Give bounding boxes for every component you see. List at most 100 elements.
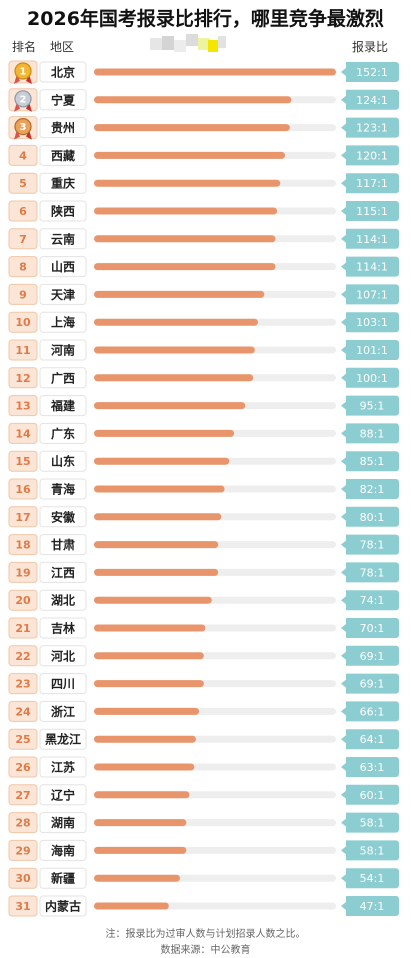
rank-badge xyxy=(8,228,38,250)
chart-row: 4 西藏 120:1 xyxy=(8,144,399,166)
region-label: 上海 xyxy=(51,315,75,330)
value-label: 58:1 xyxy=(360,844,385,857)
value-label-box xyxy=(341,812,399,833)
rank-badge xyxy=(8,172,38,194)
rank-badge xyxy=(8,256,38,278)
rank-number: 31 xyxy=(15,900,30,913)
chart-row: 25 黑龙江 64:1 xyxy=(8,728,399,750)
region-label: 福建 xyxy=(50,398,76,413)
value-label: 54:1 xyxy=(360,872,385,885)
rank-badge xyxy=(8,867,38,889)
region-column-header: 地区 xyxy=(50,40,75,54)
region-label: 甘肃 xyxy=(51,537,75,552)
rank-number: 14 xyxy=(15,427,31,440)
region-label-box xyxy=(39,617,87,639)
region-label: 陕西 xyxy=(51,204,75,219)
value-label: 66:1 xyxy=(360,705,385,718)
rank-badge xyxy=(8,311,38,333)
rank-number: 12 xyxy=(15,372,30,385)
rank-number: 15 xyxy=(15,455,30,468)
value-label-box xyxy=(341,645,399,666)
rank-badge xyxy=(8,339,38,361)
value-label-box xyxy=(341,618,399,638)
region-label: 青海 xyxy=(51,482,75,497)
rank-badge xyxy=(8,144,38,166)
rank-number: 18 xyxy=(15,539,30,552)
value-label-box xyxy=(341,840,399,861)
rank-badge xyxy=(8,784,38,806)
rank-badge xyxy=(8,895,38,917)
value-label: 78:1 xyxy=(360,539,385,552)
region-label: 广东 xyxy=(51,426,75,441)
ratio-bar xyxy=(94,819,187,827)
rank-badge xyxy=(8,645,38,667)
value-label: 124:1 xyxy=(356,94,388,107)
ratio-bar xyxy=(94,151,286,159)
gold-medal-icon: 1 xyxy=(8,60,38,84)
region-label-box xyxy=(39,756,87,778)
ratio-bar xyxy=(94,207,278,215)
rank-number: 4 xyxy=(19,149,27,162)
region-label-box xyxy=(39,867,87,889)
rank-badge xyxy=(8,478,38,500)
rank-number: 8 xyxy=(19,261,27,274)
value-label-box xyxy=(341,145,399,166)
region-label-box xyxy=(39,700,87,722)
region-label: 山东 xyxy=(51,454,75,469)
chart-row: 20 湖北 74:1 xyxy=(8,589,399,611)
chart-row: 26 江苏 63:1 xyxy=(8,756,399,778)
silver-medal-icon: 2 xyxy=(8,88,38,112)
chart-row: 1 北京 152:1 xyxy=(8,60,399,84)
rank-badge xyxy=(8,812,38,834)
region-label-box xyxy=(39,673,87,695)
ratio-bar xyxy=(94,457,230,465)
ratio-bar xyxy=(94,541,219,549)
blurred-watermark xyxy=(150,34,226,56)
region-label: 江西 xyxy=(51,565,75,580)
rank-number: 13 xyxy=(15,400,30,413)
rank-badge xyxy=(8,617,38,639)
value-label: 74:1 xyxy=(360,594,385,607)
value-label: 152:1 xyxy=(356,66,388,79)
region-label: 辽宁 xyxy=(51,787,75,802)
value-label-box xyxy=(341,173,399,194)
value-label-box xyxy=(341,367,399,388)
rank-number: 22 xyxy=(15,650,30,663)
region-label-box xyxy=(39,61,87,83)
region-label: 宁夏 xyxy=(51,92,76,107)
value-label: 69:1 xyxy=(360,650,385,663)
rank-badge xyxy=(8,200,38,222)
region-label: 黑龙江 xyxy=(45,732,81,747)
chart-row: 8 山西 114:1 xyxy=(8,256,399,278)
chart-row: 18 甘肃 78:1 xyxy=(8,534,399,556)
region-label-box xyxy=(39,812,87,834)
ratio-column-header: 报录比 xyxy=(352,40,389,54)
region-label-box xyxy=(39,561,87,583)
bronze-medal-icon: 3 xyxy=(8,116,38,140)
region-label-box xyxy=(39,283,87,305)
value-label: 114:1 xyxy=(356,233,388,246)
region-label: 云南 xyxy=(51,231,75,246)
rank-number: 19 xyxy=(15,566,30,579)
rank-badge xyxy=(8,367,38,389)
chart-row: 31 内蒙古 47:1 xyxy=(8,895,399,917)
value-label-box xyxy=(341,896,399,916)
rank-column-header: 排名 xyxy=(12,40,37,54)
region-label-box xyxy=(39,839,87,861)
value-label: 117:1 xyxy=(356,177,388,190)
rank-number: 1 xyxy=(20,67,27,78)
value-label-box xyxy=(341,784,399,805)
rank-badge xyxy=(8,422,38,444)
chart-row: 7 云南 114:1 xyxy=(8,228,399,250)
region-label-box xyxy=(39,200,87,222)
region-label: 山西 xyxy=(51,259,75,274)
rank-number: 9 xyxy=(19,288,27,301)
chart-row: 19 江西 78:1 xyxy=(8,561,399,583)
ratio-bar xyxy=(94,735,196,743)
region-label: 北京 xyxy=(51,65,75,80)
region-label-box xyxy=(39,422,87,444)
value-label: 101:1 xyxy=(356,344,388,357)
value-label-box xyxy=(341,89,399,110)
value-label: 78:1 xyxy=(360,566,385,579)
region-label-box xyxy=(39,144,87,166)
